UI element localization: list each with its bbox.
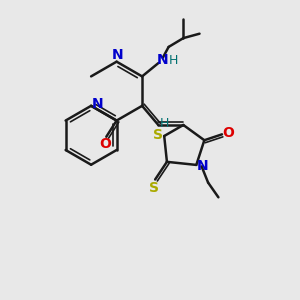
Text: H: H [160,117,170,130]
Text: O: O [223,126,234,140]
Text: S: S [149,181,159,195]
Text: N: N [92,98,103,111]
Text: N: N [111,48,123,62]
Text: N: N [196,159,208,173]
Text: O: O [99,137,111,151]
Text: N: N [157,53,169,67]
Text: H: H [168,54,178,67]
Text: S: S [153,128,163,142]
